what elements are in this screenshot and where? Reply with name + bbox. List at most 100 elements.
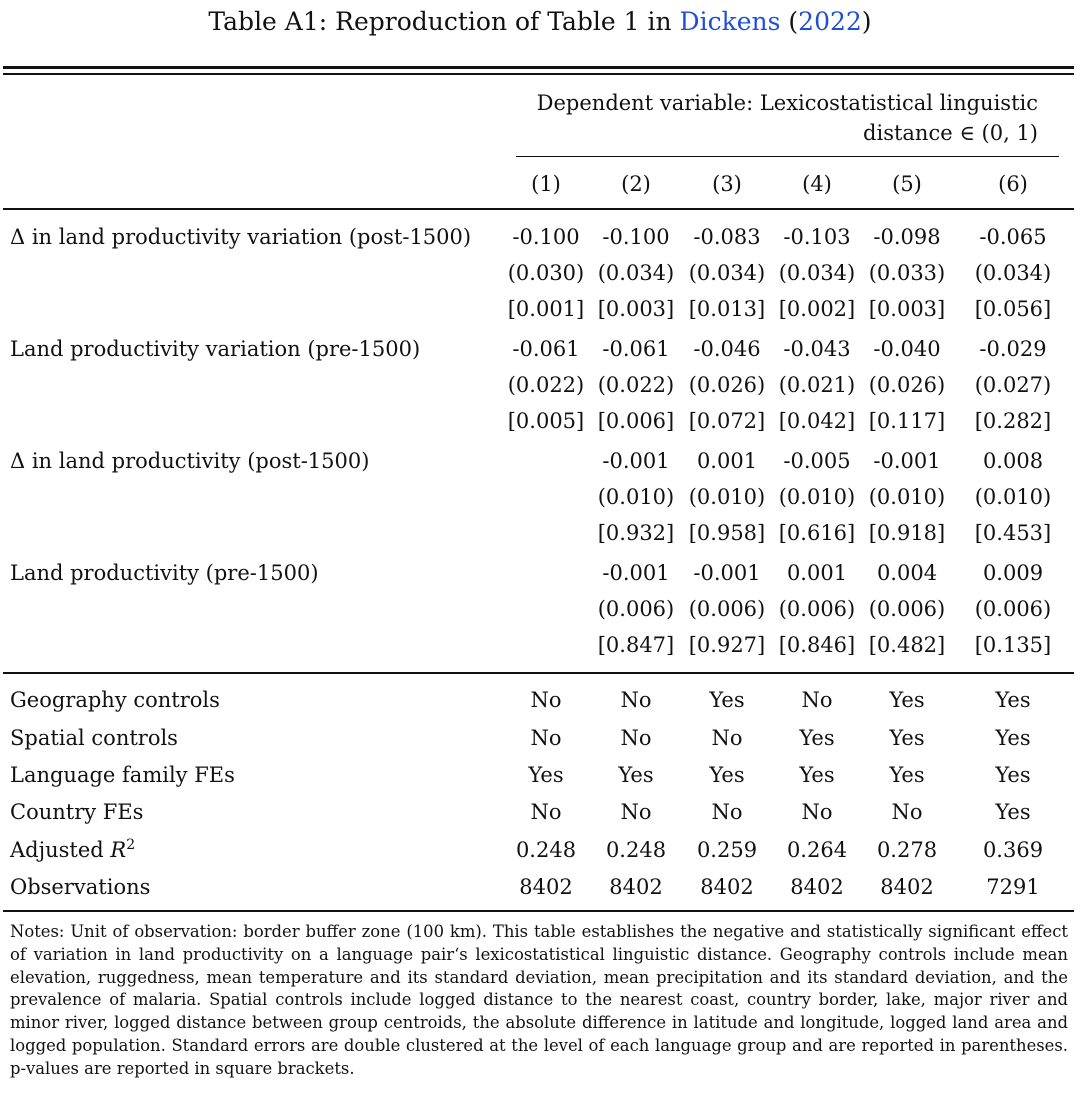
variable-label: Land productivity (pre-1500) <box>10 561 319 585</box>
observations-cell: 8402 <box>880 875 934 899</box>
dv-line-1: Dependent variable: Lexicostatistical li… <box>536 91 1038 115</box>
adj-r2-text: Adjusted <box>10 838 104 862</box>
coefficient-cell: -0.001 <box>693 561 761 585</box>
r-symbol: R <box>110 838 127 862</box>
std-error-cell: (0.034) <box>778 261 856 285</box>
p-value-cell: [0.918] <box>868 521 946 545</box>
bottom-rule <box>3 910 1074 912</box>
p-value-cell: [0.482] <box>868 633 946 657</box>
std-error-cell: (0.010) <box>868 485 946 509</box>
column-header: (3) <box>712 172 742 196</box>
control-value-cell: Yes <box>889 763 925 787</box>
control-label: Spatial controls <box>10 726 178 750</box>
std-error-cell: (0.026) <box>868 373 946 397</box>
p-value-cell: [0.013] <box>688 297 766 321</box>
coefficient-cell: -0.083 <box>693 225 761 249</box>
std-error-cell: (0.006) <box>868 597 946 621</box>
std-error-cell: (0.022) <box>507 373 585 397</box>
control-value-cell: No <box>530 800 562 824</box>
citation-author-link[interactable]: Dickens <box>679 7 781 36</box>
control-value-cell: No <box>711 726 743 750</box>
coefficient-cell: -0.061 <box>512 337 580 361</box>
variable-label: Land productivity variation (pre-1500) <box>10 337 421 361</box>
std-error-cell: (0.034) <box>688 261 766 285</box>
control-value-cell: Yes <box>995 800 1031 824</box>
std-error-cell: (0.021) <box>778 373 856 397</box>
column-header: (2) <box>621 172 651 196</box>
p-value-cell: [0.282] <box>974 409 1052 433</box>
coefficient-cell: 0.001 <box>786 561 848 585</box>
observations-cell: 8402 <box>519 875 573 899</box>
std-error-cell: (0.006) <box>778 597 856 621</box>
control-label: Language family FEs <box>10 763 235 787</box>
top-rule-thin <box>3 73 1074 75</box>
p-value-cell: [0.002] <box>778 297 856 321</box>
control-value-cell: No <box>530 688 562 712</box>
std-error-cell: (0.010) <box>688 485 766 509</box>
coefficient-cell: -0.100 <box>512 225 580 249</box>
coefficient-cell: -0.098 <box>873 225 941 249</box>
control-value-cell: No <box>620 726 652 750</box>
p-value-cell: [0.003] <box>868 297 946 321</box>
p-value-cell: [0.001] <box>507 297 585 321</box>
p-value-cell: [0.453] <box>974 521 1052 545</box>
std-error-cell: (0.010) <box>597 485 675 509</box>
coefficient-cell: -0.100 <box>602 225 670 249</box>
p-value-cell: [0.006] <box>597 409 675 433</box>
mid-rule <box>3 672 1074 674</box>
p-value-cell: [0.117] <box>868 409 946 433</box>
std-error-cell: (0.034) <box>974 261 1052 285</box>
coefficient-cell: -0.046 <box>693 337 761 361</box>
control-value-cell: Yes <box>995 763 1031 787</box>
p-value-cell: [0.005] <box>507 409 585 433</box>
std-error-cell: (0.027) <box>974 373 1052 397</box>
control-value-cell: No <box>620 688 652 712</box>
observations-cell: 7291 <box>986 875 1040 899</box>
coefficient-cell: -0.029 <box>979 337 1047 361</box>
std-error-cell: (0.033) <box>868 261 946 285</box>
std-error-cell: (0.034) <box>597 261 675 285</box>
observations-cell: 8402 <box>700 875 754 899</box>
control-value-cell: No <box>530 726 562 750</box>
header-rule <box>3 208 1074 210</box>
adj-r2-cell: 0.264 <box>786 838 848 862</box>
adj-r2-cell: 0.278 <box>876 838 938 862</box>
control-value-cell: No <box>891 800 923 824</box>
r-power: 2 <box>126 837 136 853</box>
control-label: Geography controls <box>10 688 220 712</box>
control-value-cell: Yes <box>799 726 835 750</box>
coefficient-cell: 0.009 <box>982 561 1044 585</box>
p-value-cell: [0.847] <box>597 633 675 657</box>
p-value-cell: [0.056] <box>974 297 1052 321</box>
coefficient-cell: -0.043 <box>783 337 851 361</box>
std-error-cell: (0.006) <box>597 597 675 621</box>
observations-cell: 8402 <box>609 875 663 899</box>
column-header: (1) <box>531 172 561 196</box>
control-value-cell: Yes <box>799 763 835 787</box>
p-value-cell: [0.616] <box>778 521 856 545</box>
adj-r2-cell: 0.248 <box>605 838 667 862</box>
adj-r2-label: Adjusted R2 <box>10 835 135 865</box>
std-error-cell: (0.030) <box>507 261 585 285</box>
control-value-cell: No <box>711 800 743 824</box>
coefficient-cell: -0.061 <box>602 337 670 361</box>
dv-line-2: distance ∈ (0, 1) <box>863 121 1038 145</box>
coefficient-cell: -0.103 <box>783 225 851 249</box>
column-header: (4) <box>802 172 832 196</box>
p-value-cell: [0.135] <box>974 633 1052 657</box>
control-label: Country FEs <box>10 800 144 824</box>
adj-r2-cell: 0.259 <box>696 838 758 862</box>
control-value-cell: No <box>801 800 833 824</box>
std-error-cell: (0.010) <box>974 485 1052 509</box>
control-value-cell: Yes <box>889 726 925 750</box>
dependent-variable-header: Dependent variable: Lexicostatistical li… <box>520 88 1038 148</box>
citation-year-link[interactable]: 2022 <box>798 7 862 36</box>
coefficient-cell: -0.001 <box>873 449 941 473</box>
p-value-cell: [0.042] <box>778 409 856 433</box>
control-value-cell: Yes <box>889 688 925 712</box>
top-rule-thick <box>3 66 1074 69</box>
control-value-cell: Yes <box>528 763 564 787</box>
p-value-cell: [0.927] <box>688 633 766 657</box>
adj-r2-cell: 0.248 <box>515 838 577 862</box>
observations-cell: 8402 <box>790 875 844 899</box>
